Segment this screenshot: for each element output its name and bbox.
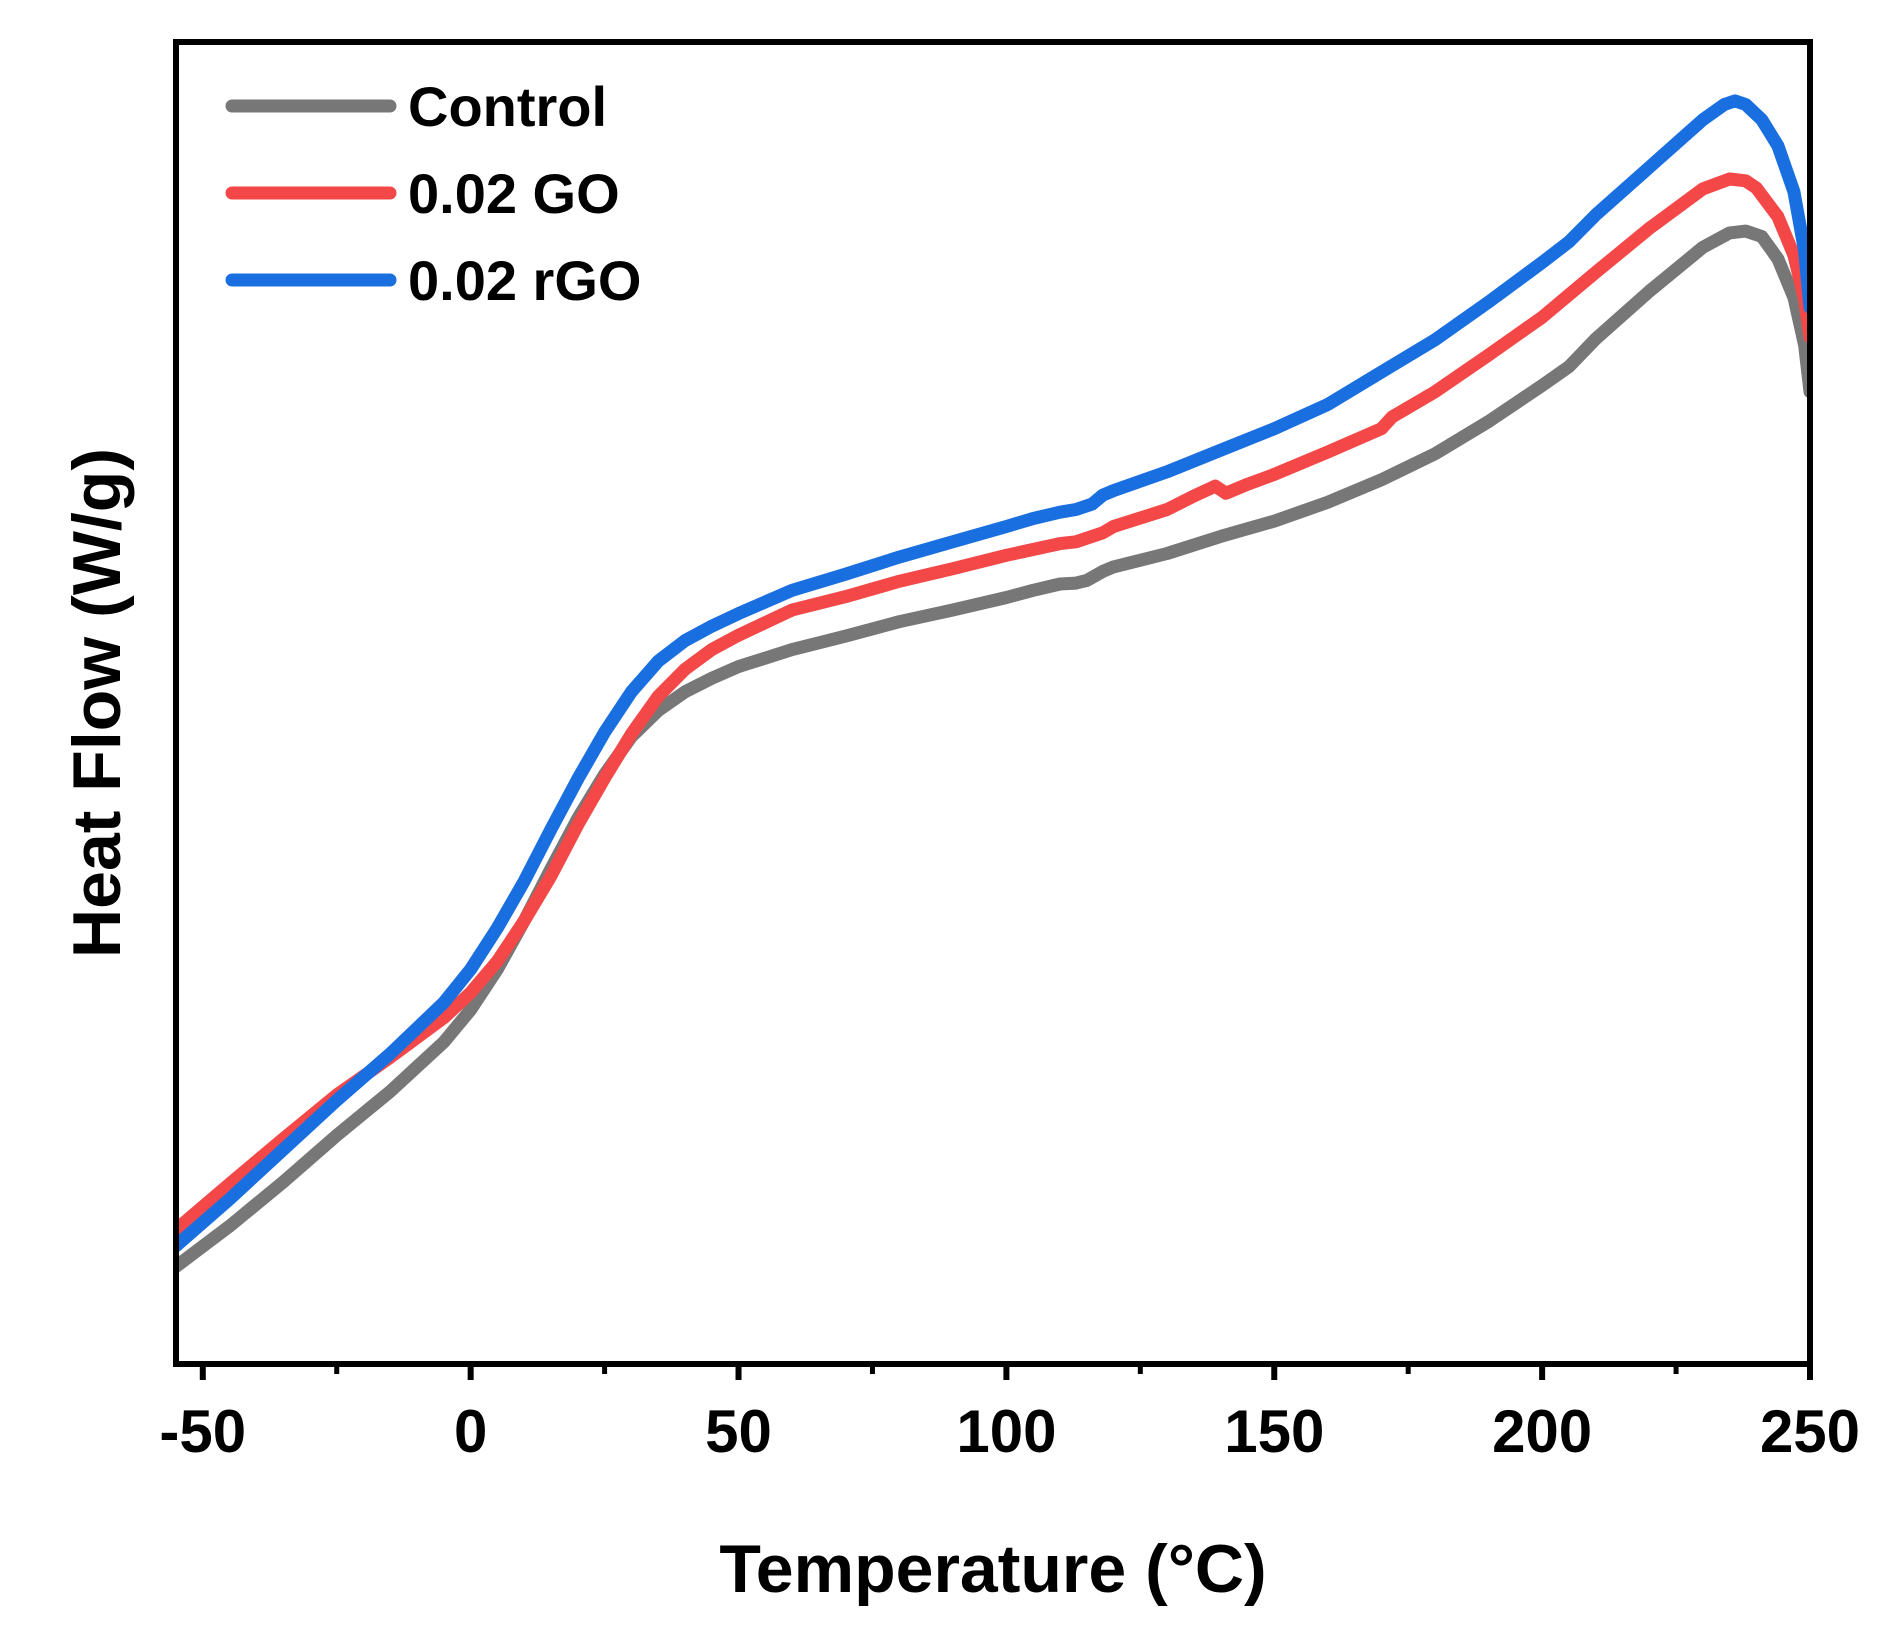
- legend-label-1: Control: [408, 75, 607, 138]
- series-layer: [176, 94, 1810, 1273]
- plot-frame: [173, 39, 1813, 1367]
- legend-label-3: 0.02 rGO: [408, 249, 641, 312]
- y-axis-title: Heat Flow (W/g): [59, 448, 135, 958]
- x-tick-label: 250: [1760, 1398, 1860, 1465]
- legend: Control 0.02 GO 0.02 rGO: [225, 75, 641, 312]
- legend-label-2: 0.02 GO: [408, 162, 620, 225]
- x-tick-label: 150: [1224, 1398, 1324, 1465]
- x-tick-label: 200: [1492, 1398, 1592, 1465]
- series-line-1: [176, 224, 1810, 1273]
- x-tick-label: 0: [454, 1398, 487, 1465]
- x-tick-label: 100: [956, 1398, 1056, 1465]
- x-tick-label: 50: [705, 1398, 772, 1465]
- x-axis-ticks: -50 0 50 100 150 200 250: [159, 1364, 1860, 1465]
- series-line-3: [176, 94, 1810, 1253]
- x-axis-title: Temperature (°C): [719, 1531, 1266, 1607]
- x-tick-label: -50: [159, 1398, 246, 1465]
- series-line-2: [176, 172, 1810, 1237]
